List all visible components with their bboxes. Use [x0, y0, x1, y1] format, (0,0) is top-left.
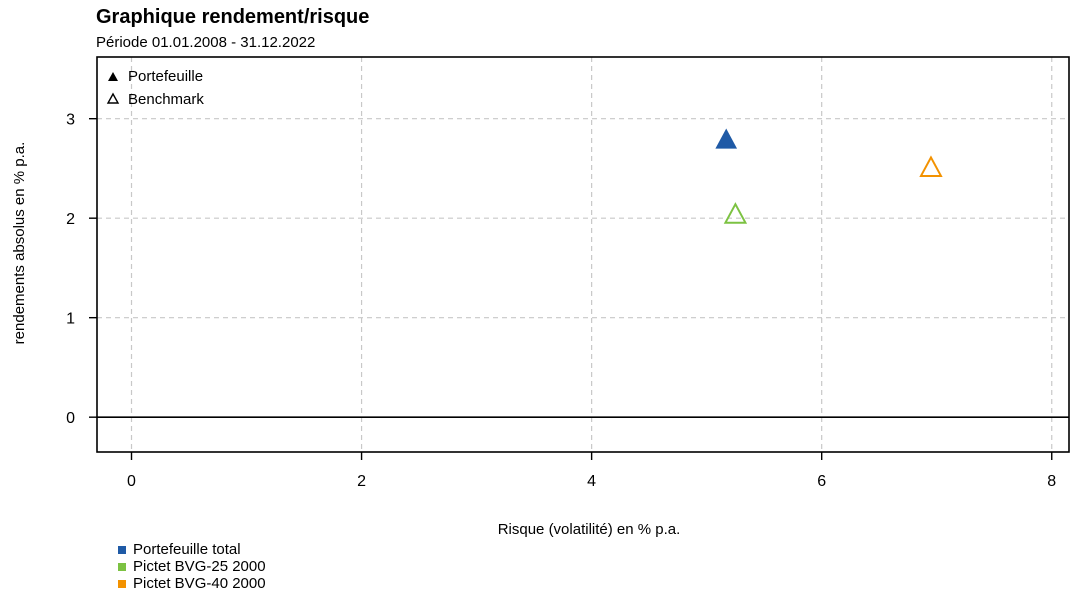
open-triangle-icon [106, 92, 120, 104]
x-tick-label: 6 [817, 473, 826, 490]
series-legend-label: Pictet BVG-25 2000 [133, 558, 266, 575]
y-tick-label: 0 [66, 410, 75, 427]
series-color-swatch [118, 580, 126, 588]
x-tick-label: 0 [127, 473, 136, 490]
chart-title: Graphique rendement/risque [96, 6, 370, 28]
data-point-portefeuille-total [715, 128, 738, 149]
series-legend-label: Portefeuille total [133, 541, 241, 558]
series-color-swatch [118, 563, 126, 571]
legend-benchmark-label: Benchmark [128, 91, 204, 108]
x-tick-label: 8 [1047, 473, 1056, 490]
series-legend-item: Portefeuille total [118, 541, 266, 558]
filled-triangle-icon [108, 72, 118, 81]
series-legend-label: Pictet BVG-40 2000 [133, 575, 266, 592]
axis-ticks: 0 2 4 6 8 0 1 2 3 [66, 112, 1056, 490]
marker-legend: Portefeuille Benchmark [106, 68, 204, 108]
grid-lines [97, 57, 1069, 452]
data-point-pictet-bvg-40-2000 [919, 155, 943, 177]
series-legend: Portefeuille total Pictet BVG-25 2000 Pi… [118, 541, 266, 592]
y-tick-label: 2 [66, 211, 75, 228]
legend-portefeuille-label: Portefeuille [128, 68, 203, 85]
series-color-swatch [118, 546, 126, 554]
x-tick-label: 4 [587, 473, 596, 490]
x-tick-label: 2 [357, 473, 366, 490]
y-tick-label: 1 [66, 311, 75, 328]
plot-area-frame [96, 56, 1070, 453]
data-points [715, 128, 943, 224]
chart-subtitle: Période 01.01.2008 - 31.12.2022 [96, 34, 316, 51]
series-legend-item: Pictet BVG-25 2000 [118, 558, 266, 575]
y-axis-label: rendements absolus en % p.a. [11, 142, 28, 345]
y-tick-label: 3 [66, 112, 75, 129]
series-legend-item: Pictet BVG-40 2000 [118, 575, 266, 592]
data-point-pictet-bvg-25-2000 [723, 202, 748, 224]
x-axis-label: Risque (volatilité) en % p.a. [498, 521, 681, 538]
